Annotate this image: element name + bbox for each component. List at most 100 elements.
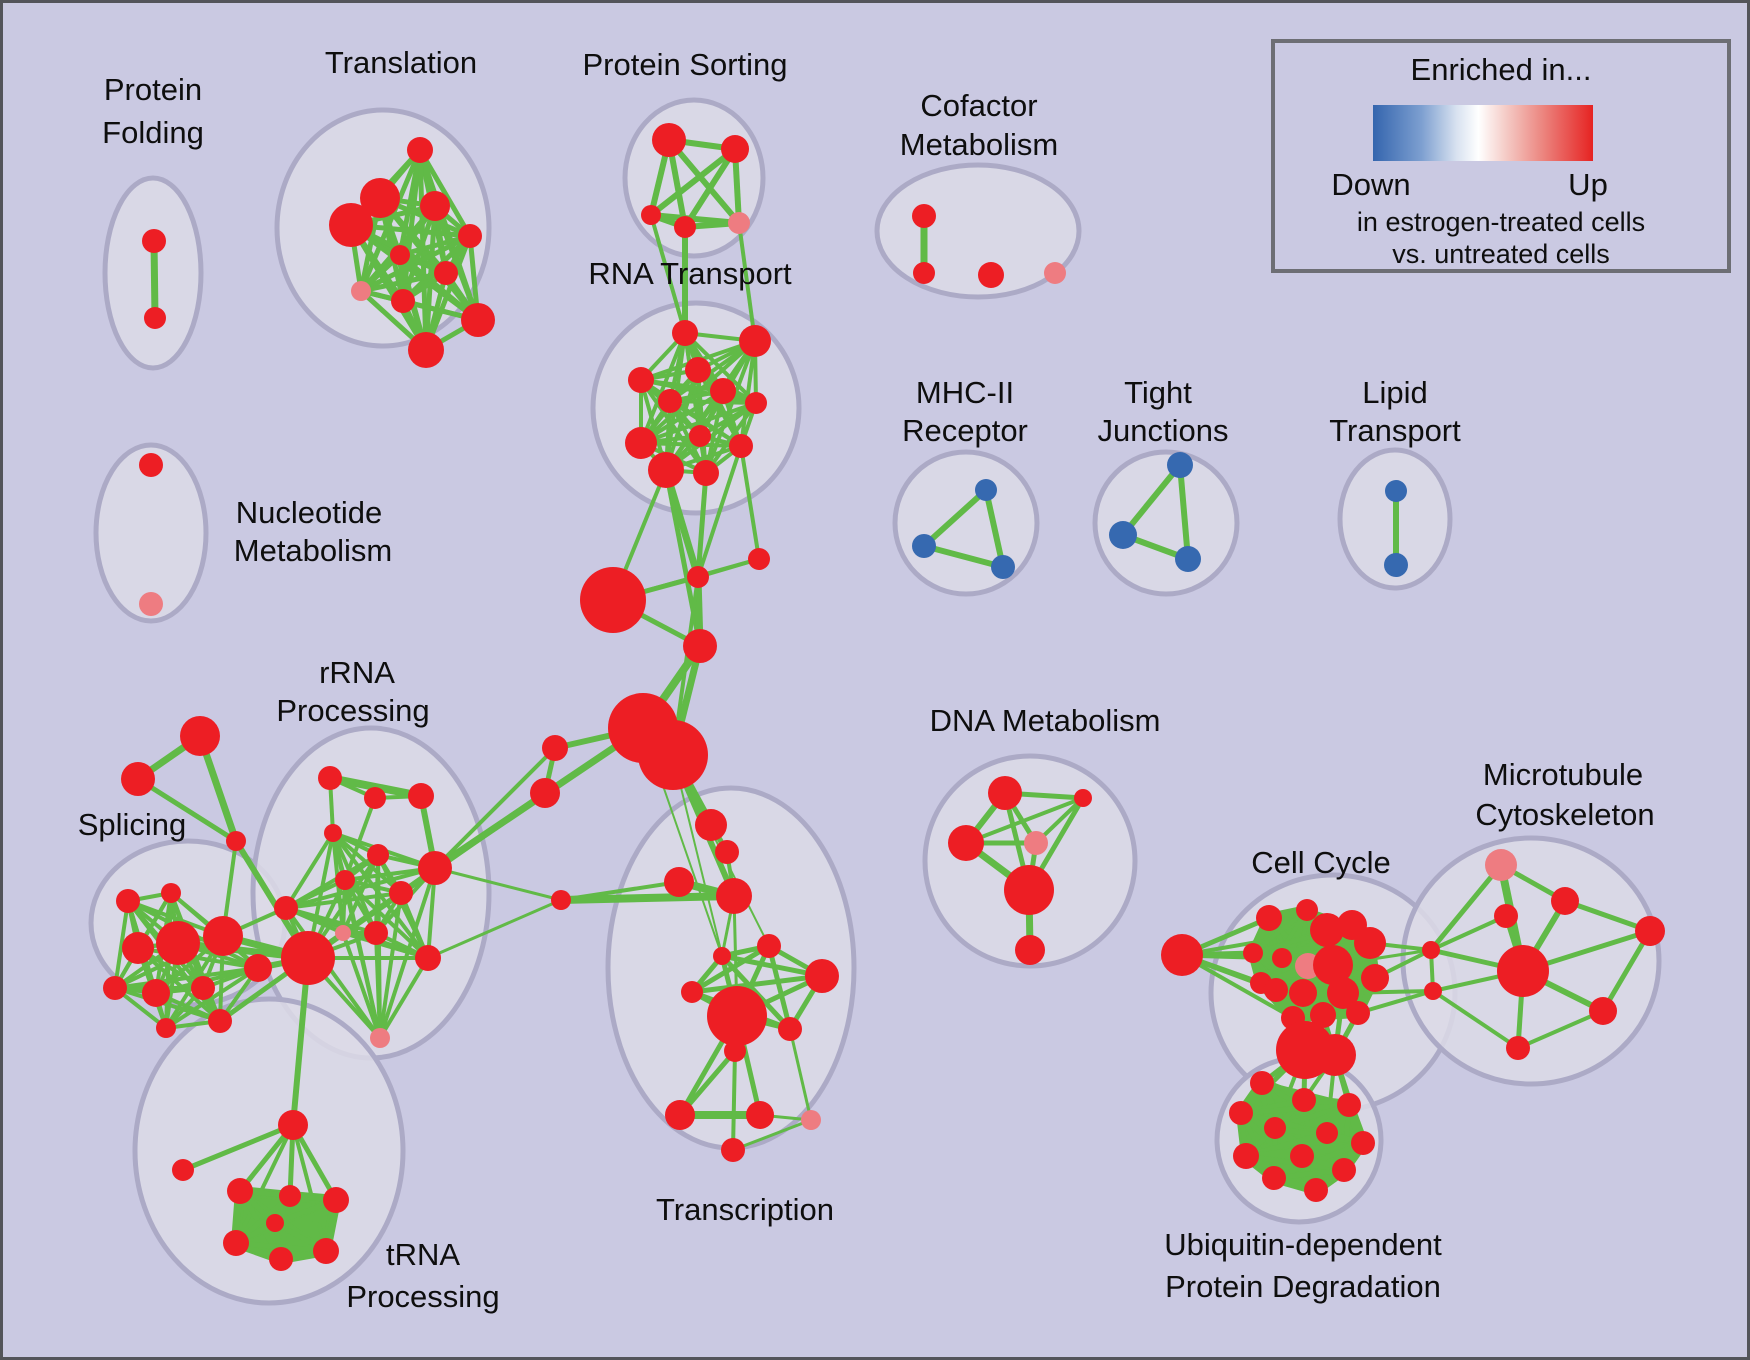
gene-set-node-rt7-red[interactable] xyxy=(745,392,767,414)
gene-set-node-rr5-red[interactable] xyxy=(335,870,355,890)
gene-set-node-cf2-red[interactable] xyxy=(913,262,935,284)
gene-set-node-cc12-red[interactable] xyxy=(1289,979,1317,1007)
gene-set-node-sp1-red[interactable] xyxy=(116,889,140,913)
gene-set-node-sp6-red[interactable] xyxy=(103,976,127,1000)
gene-set-node-dm1-red[interactable] xyxy=(988,776,1022,810)
gene-set-node-ub9-red[interactable] xyxy=(1290,1144,1314,1168)
gene-set-node-tn5-red[interactable] xyxy=(269,1247,293,1271)
gene-set-node-ln2-red[interactable] xyxy=(1424,982,1442,1000)
gene-set-node-tx2-red[interactable] xyxy=(715,840,739,864)
gene-set-node-sp5-red[interactable] xyxy=(203,916,243,956)
gene-set-node-g3-red[interactable] xyxy=(226,831,246,851)
gene-set-node-tn7-red[interactable] xyxy=(266,1214,284,1232)
gene-set-node-tj1-blue[interactable] xyxy=(1167,452,1193,478)
gene-set-node-rt5-red[interactable] xyxy=(658,389,682,413)
gene-set-node-rr10-red[interactable] xyxy=(274,896,298,920)
gene-set-node-sp2-red[interactable] xyxy=(161,883,181,903)
gene-set-node-ub6-red[interactable] xyxy=(1316,1122,1338,1144)
gene-set-node-tr6-red[interactable] xyxy=(390,245,410,265)
gene-set-node-dm6-red[interactable] xyxy=(1015,935,1045,965)
gene-set-node-ub8-red[interactable] xyxy=(1233,1143,1259,1169)
gene-set-node-mh2-blue[interactable] xyxy=(912,534,936,558)
gene-set-node-rt12-red[interactable] xyxy=(693,460,719,486)
gene-set-node-tnh-red[interactable] xyxy=(278,1110,308,1140)
gene-set-node-cc9-red[interactable] xyxy=(1313,945,1353,985)
gene-set-node-cc6-red[interactable] xyxy=(1243,943,1263,963)
gene-set-node-rt11-red[interactable] xyxy=(648,452,684,488)
gene-set-node-rr2-red[interactable] xyxy=(364,787,386,809)
gene-set-node-cc5-red[interactable] xyxy=(1354,927,1386,959)
gene-set-node-cc16-red[interactable] xyxy=(1310,1002,1336,1028)
gene-set-node-dm3-red[interactable] xyxy=(948,825,984,861)
gene-set-node-cb2-red[interactable] xyxy=(1314,1034,1356,1076)
gene-set-node-pf1-red[interactable] xyxy=(142,229,166,253)
gene-set-node-cc14-red[interactable] xyxy=(1361,964,1389,992)
gene-set-node-rt4-red[interactable] xyxy=(685,357,711,383)
gene-set-node-tx14-pink[interactable] xyxy=(801,1110,821,1130)
gene-set-node-mt5-red[interactable] xyxy=(1589,997,1617,1025)
gene-set-node-tr4-red[interactable] xyxy=(329,203,373,247)
gene-set-node-tr10-red[interactable] xyxy=(461,303,495,337)
gene-set-node-cf3-red[interactable] xyxy=(978,262,1004,288)
gene-set-node-sp4-red[interactable] xyxy=(156,921,200,965)
gene-set-node-rr11-red[interactable] xyxy=(324,824,342,842)
gene-set-node-tx11-red[interactable] xyxy=(724,1040,746,1062)
gene-set-node-f8-red[interactable] xyxy=(530,778,560,808)
gene-set-node-lt2-blue[interactable] xyxy=(1384,553,1408,577)
gene-set-node-rr13-red[interactable] xyxy=(415,945,441,971)
gene-set-node-ps5-pink[interactable] xyxy=(728,212,750,234)
gene-set-node-tx15-red[interactable] xyxy=(721,1138,745,1162)
gene-set-node-f6-red[interactable] xyxy=(638,720,708,790)
gene-set-node-f3-red[interactable] xyxy=(748,548,770,570)
gene-set-node-cf4-pink[interactable] xyxy=(1044,262,1066,284)
gene-set-node-tx10-red[interactable] xyxy=(778,1017,802,1041)
gene-set-node-tr2-red[interactable] xyxy=(360,178,400,218)
gene-set-node-tx6-red[interactable] xyxy=(713,947,731,965)
gene-set-node-ccl-red[interactable] xyxy=(1161,934,1203,976)
gene-set-node-cc1-red[interactable] xyxy=(1256,905,1282,931)
gene-set-node-ub7-red[interactable] xyxy=(1351,1131,1375,1155)
gene-set-node-cc7-red[interactable] xyxy=(1272,948,1292,968)
gene-set-node-rr9-pink[interactable] xyxy=(335,925,351,941)
gene-set-node-tx3-red[interactable] xyxy=(664,867,694,897)
gene-set-node-sp7-red[interactable] xyxy=(142,979,170,1007)
gene-set-node-ub4-red[interactable] xyxy=(1229,1101,1253,1125)
gene-set-node-sp9-red[interactable] xyxy=(156,1018,176,1038)
gene-set-node-rt10-red[interactable] xyxy=(729,434,753,458)
gene-set-node-rt9-red[interactable] xyxy=(625,427,657,459)
gene-set-node-mh3-blue[interactable] xyxy=(991,555,1015,579)
gene-set-node-nm2-pink[interactable] xyxy=(139,592,163,616)
gene-set-node-cc3-red[interactable] xyxy=(1310,913,1344,947)
gene-set-node-sp8-red[interactable] xyxy=(191,976,215,1000)
gene-set-node-ub11-red[interactable] xyxy=(1262,1166,1286,1190)
gene-set-node-tj3-blue[interactable] xyxy=(1175,546,1201,572)
gene-set-node-rr7-red[interactable] xyxy=(418,851,452,885)
gene-set-node-g2-red[interactable] xyxy=(121,762,155,796)
gene-set-node-mt7-red[interactable] xyxy=(1506,1036,1530,1060)
gene-set-node-rr1-red[interactable] xyxy=(318,766,342,790)
gene-set-node-tx4-red[interactable] xyxy=(716,878,752,914)
gene-set-node-ub12-red[interactable] xyxy=(1304,1178,1328,1202)
gene-set-node-tx12-red[interactable] xyxy=(665,1100,695,1130)
gene-set-node-tr8-pink[interactable] xyxy=(351,281,371,301)
gene-set-node-tn1-red[interactable] xyxy=(227,1178,253,1204)
gene-set-node-rt6-red[interactable] xyxy=(710,378,736,404)
gene-set-node-cc13-red[interactable] xyxy=(1327,977,1359,1009)
gene-set-node-sp3-red[interactable] xyxy=(122,932,154,964)
gene-set-node-dm2-red[interactable] xyxy=(1074,789,1092,807)
gene-set-node-mt6-red[interactable] xyxy=(1635,916,1665,946)
gene-set-node-sp11-red[interactable] xyxy=(244,954,272,982)
gene-set-node-ub3-red[interactable] xyxy=(1337,1093,1361,1117)
gene-set-node-g1-red[interactable] xyxy=(180,716,220,756)
gene-set-node-tn2-red[interactable] xyxy=(279,1185,301,1207)
gene-set-node-tx5-red[interactable] xyxy=(757,934,781,958)
gene-set-node-cc2-red[interactable] xyxy=(1296,899,1318,921)
gene-set-node-tn3-red[interactable] xyxy=(323,1187,349,1213)
gene-set-node-ps2-red[interactable] xyxy=(721,135,749,163)
gene-set-node-tr1-red[interactable] xyxy=(407,137,433,163)
gene-set-node-f4-red[interactable] xyxy=(683,629,717,663)
gene-set-node-mt3-red[interactable] xyxy=(1494,904,1518,928)
gene-set-node-dm4-pink[interactable] xyxy=(1024,831,1048,855)
gene-set-node-f7-red[interactable] xyxy=(542,735,568,761)
gene-set-node-dm5-red[interactable] xyxy=(1004,865,1054,915)
